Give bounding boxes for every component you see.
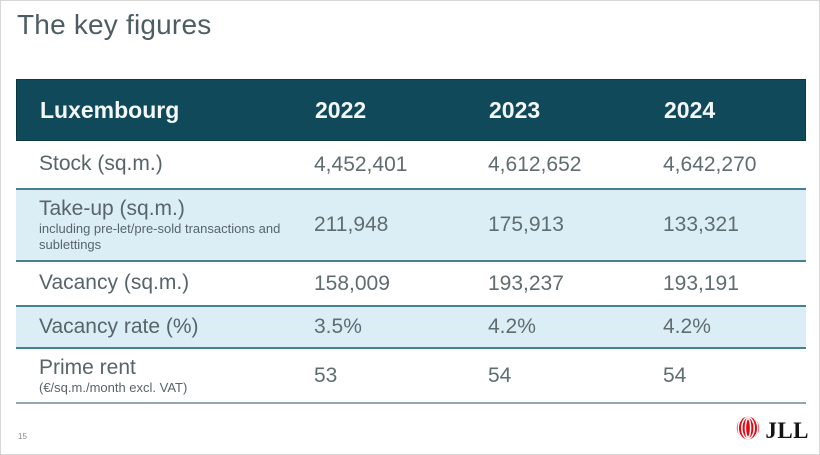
cell-value: 133,321 <box>663 213 739 236</box>
cell-value: 54 <box>488 363 512 387</box>
row-label: Vacancy (sq.m.) <box>39 271 190 295</box>
table-header-row: Luxembourg 2022 2023 2024 <box>16 79 806 141</box>
header-year-2023: 2023 <box>489 96 541 123</box>
page-title: The key figures <box>17 9 212 40</box>
row-label: Stock (sq.m.) <box>39 152 163 176</box>
table-row-vacancy-rate: Vacancy rate (%) 3.5% 4.2% 4.2% <box>16 305 806 347</box>
row-label: Vacancy rate (%) <box>39 314 199 338</box>
row-sublabel: (€/sq.m./month excl. VAT) <box>39 379 188 395</box>
table-row-stock: Stock (sq.m.) 4,452,401 4,612,652 4,642,… <box>16 141 806 188</box>
key-figures-table: Luxembourg 2022 2023 2024 Stock (sq.m.) … <box>16 79 806 404</box>
cell-value: 211,948 <box>314 213 389 236</box>
cell-value: 4.2% <box>663 315 711 338</box>
jll-logo-text: JLL <box>765 417 809 443</box>
row-label: Take-up (sq.m.) <box>39 197 185 221</box>
cell-value: 4,642,270 <box>663 152 757 176</box>
cell-value: 193,237 <box>488 271 564 295</box>
row-label: Prime rent <box>39 355 136 379</box>
row-sublabel: including pre-let/pre-sold transactions … <box>39 221 281 253</box>
table-row-take-up: Take-up (sq.m.) including pre-let/pre-so… <box>16 188 806 260</box>
cell-value: 4,452,401 <box>314 152 408 176</box>
cell-value: 54 <box>663 363 687 387</box>
cell-value: 3.5% <box>314 315 362 338</box>
row-label-cell: Vacancy (sq.m.) <box>16 271 314 295</box>
cell-value: 175,913 <box>488 213 564 236</box>
row-label-cell: Prime rent (€/sq.m./month excl. VAT) <box>16 356 314 396</box>
table-row-vacancy: Vacancy (sq.m.) 158,009 193,237 193,191 <box>16 260 806 305</box>
cell-value: 4,612,652 <box>488 152 582 176</box>
table-row-prime-rent: Prime rent (€/sq.m./month excl. VAT) 53 … <box>16 347 806 402</box>
header-year-2024: 2024 <box>664 96 716 123</box>
page-number: 15 <box>18 432 27 441</box>
cell-value: 193,191 <box>663 271 739 295</box>
cell-value: 53 <box>314 363 338 387</box>
jll-globe-icon <box>735 415 761 446</box>
header-country-label: Luxembourg <box>40 96 180 123</box>
row-label-cell: Stock (sq.m.) <box>16 152 314 176</box>
cell-value: 4.2% <box>488 315 536 338</box>
header-year-2022: 2022 <box>315 96 367 123</box>
row-label-cell: Vacancy rate (%) <box>16 315 314 339</box>
row-label-cell: Take-up (sq.m.) including pre-let/pre-so… <box>16 197 314 252</box>
cell-value: 158,009 <box>314 271 390 295</box>
jll-logo: JLL <box>735 415 809 446</box>
